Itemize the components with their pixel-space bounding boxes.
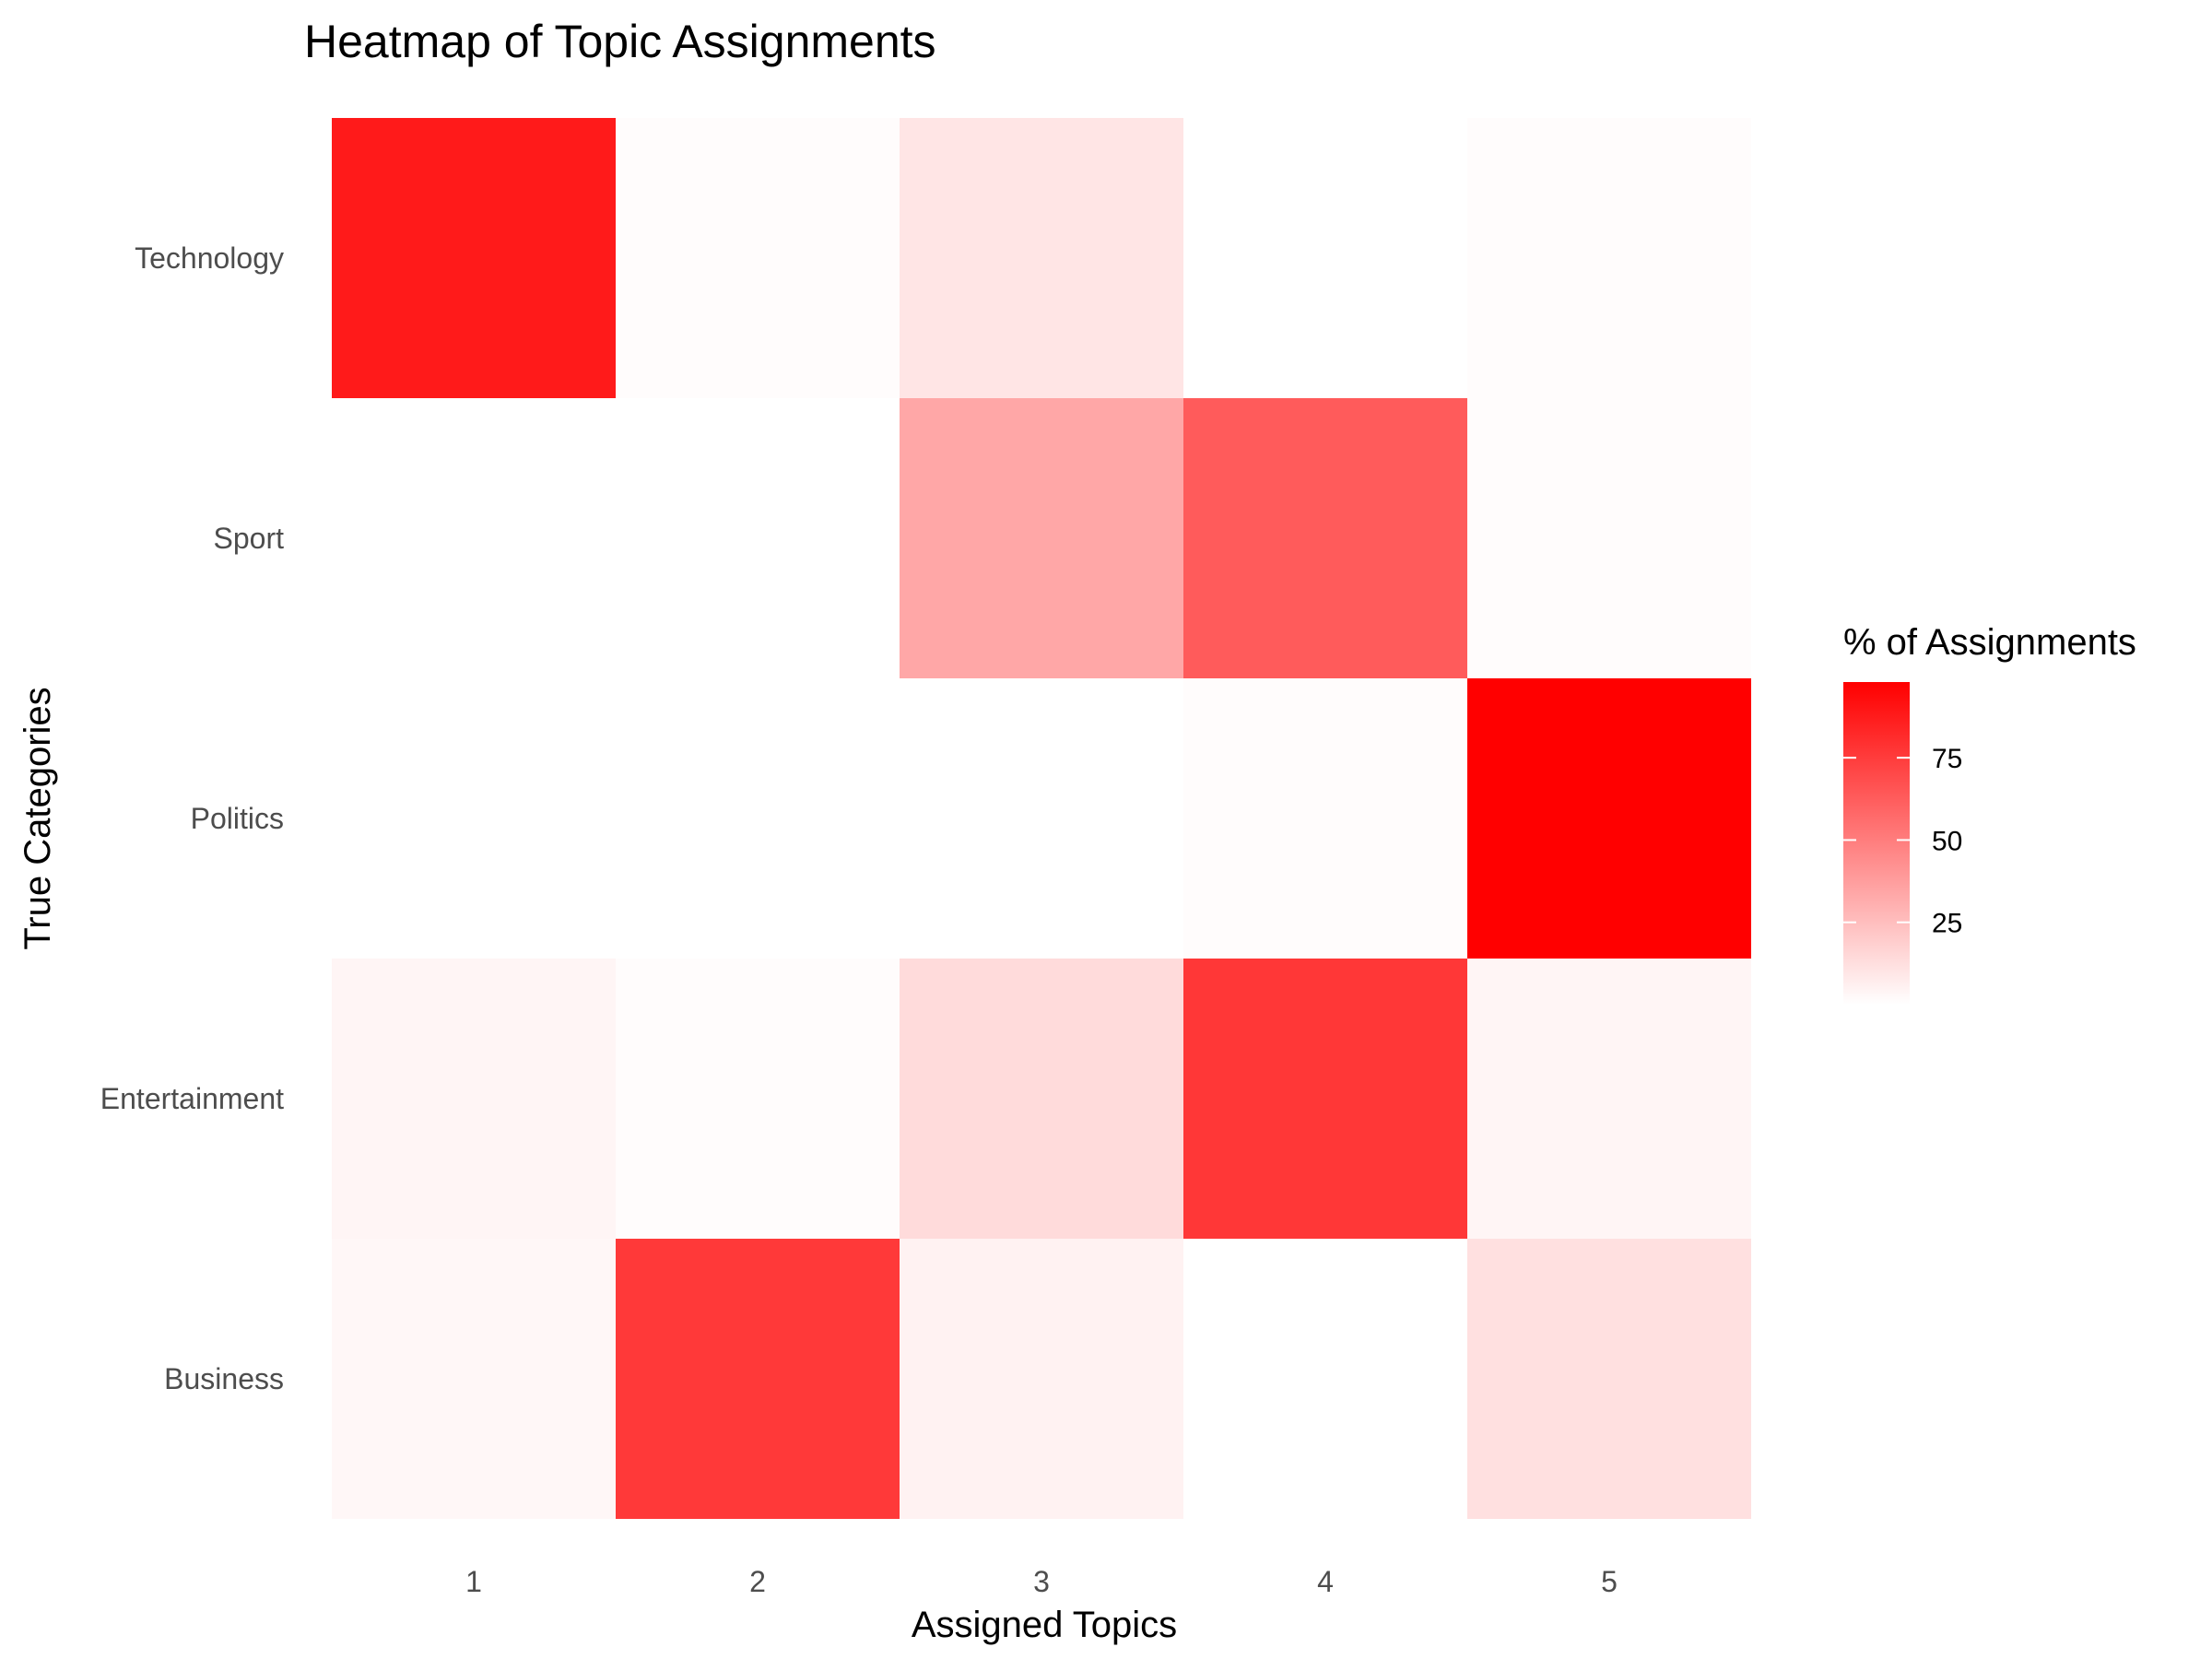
heatmap-cell-sport-2 [616, 398, 900, 678]
legend: % of Assignments 25 50 75 [1843, 622, 2136, 1005]
heatmap-cell-business-4 [1183, 1239, 1467, 1519]
legend-colorbar [1843, 682, 1910, 1005]
heatmap-cell-sport-5 [1467, 398, 1751, 678]
heatmap-cell-sport-3 [900, 398, 1183, 678]
chart-title: Heatmap of Topic Assignments [304, 16, 936, 67]
heatmap-cells [332, 118, 1751, 1519]
x-tick-label: 5 [1601, 1565, 1618, 1598]
x-tick-label: 1 [465, 1565, 482, 1598]
heatmap-cell-politics-2 [616, 678, 900, 959]
heatmap-cell-sport-1 [332, 398, 616, 678]
y-tick-label: Politics [191, 802, 284, 835]
heatmap-cell-business-1 [332, 1239, 616, 1519]
heatmap-cell-entertainment-4 [1183, 959, 1467, 1239]
heatmap-cell-technology-1 [332, 118, 616, 398]
y-tick-label: Entertainment [100, 1082, 284, 1115]
heatmap-cell-business-2 [616, 1239, 900, 1519]
x-tick-label: 4 [1317, 1565, 1334, 1598]
legend-tick-label: 25 [1932, 909, 1962, 939]
heatmap-cell-politics-4 [1183, 678, 1467, 959]
heatmap-cell-business-5 [1467, 1239, 1751, 1519]
legend-title: % of Assignments [1843, 622, 2136, 663]
y-tick-label: Business [164, 1362, 284, 1395]
heatmap-cell-politics-3 [900, 678, 1183, 959]
y-tick-label: Technology [135, 241, 284, 275]
x-axis-title: Assigned Topics [912, 1605, 1177, 1645]
y-tick-label: Sport [214, 522, 285, 555]
legend-ticks: 25 50 75 [1843, 744, 1962, 939]
heatmap-cell-technology-3 [900, 118, 1183, 398]
heatmap-cell-business-3 [900, 1239, 1183, 1519]
x-tick-label: 2 [749, 1565, 766, 1598]
legend-tick-label: 75 [1932, 744, 1962, 774]
heatmap-cell-politics-5 [1467, 678, 1751, 959]
heatmap-cell-entertainment-1 [332, 959, 616, 1239]
heatmap-cell-entertainment-5 [1467, 959, 1751, 1239]
x-tick-label: 3 [1033, 1565, 1050, 1598]
heatmap-cell-technology-5 [1467, 118, 1751, 398]
heatmap-cell-technology-2 [616, 118, 900, 398]
heatmap-cell-technology-4 [1183, 118, 1467, 398]
heatmap-cell-politics-1 [332, 678, 616, 959]
heatmap-cell-entertainment-2 [616, 959, 900, 1239]
x-axis-ticks: 1 2 3 4 5 [465, 1565, 1618, 1598]
y-axis-ticks: Business Entertainment Politics Sport Techno… [100, 241, 284, 1395]
y-axis-title: True Categories [18, 687, 58, 949]
heatmap-cell-entertainment-3 [900, 959, 1183, 1239]
legend-tick-label: 50 [1932, 826, 1962, 856]
heatmap-cell-sport-4 [1183, 398, 1467, 678]
